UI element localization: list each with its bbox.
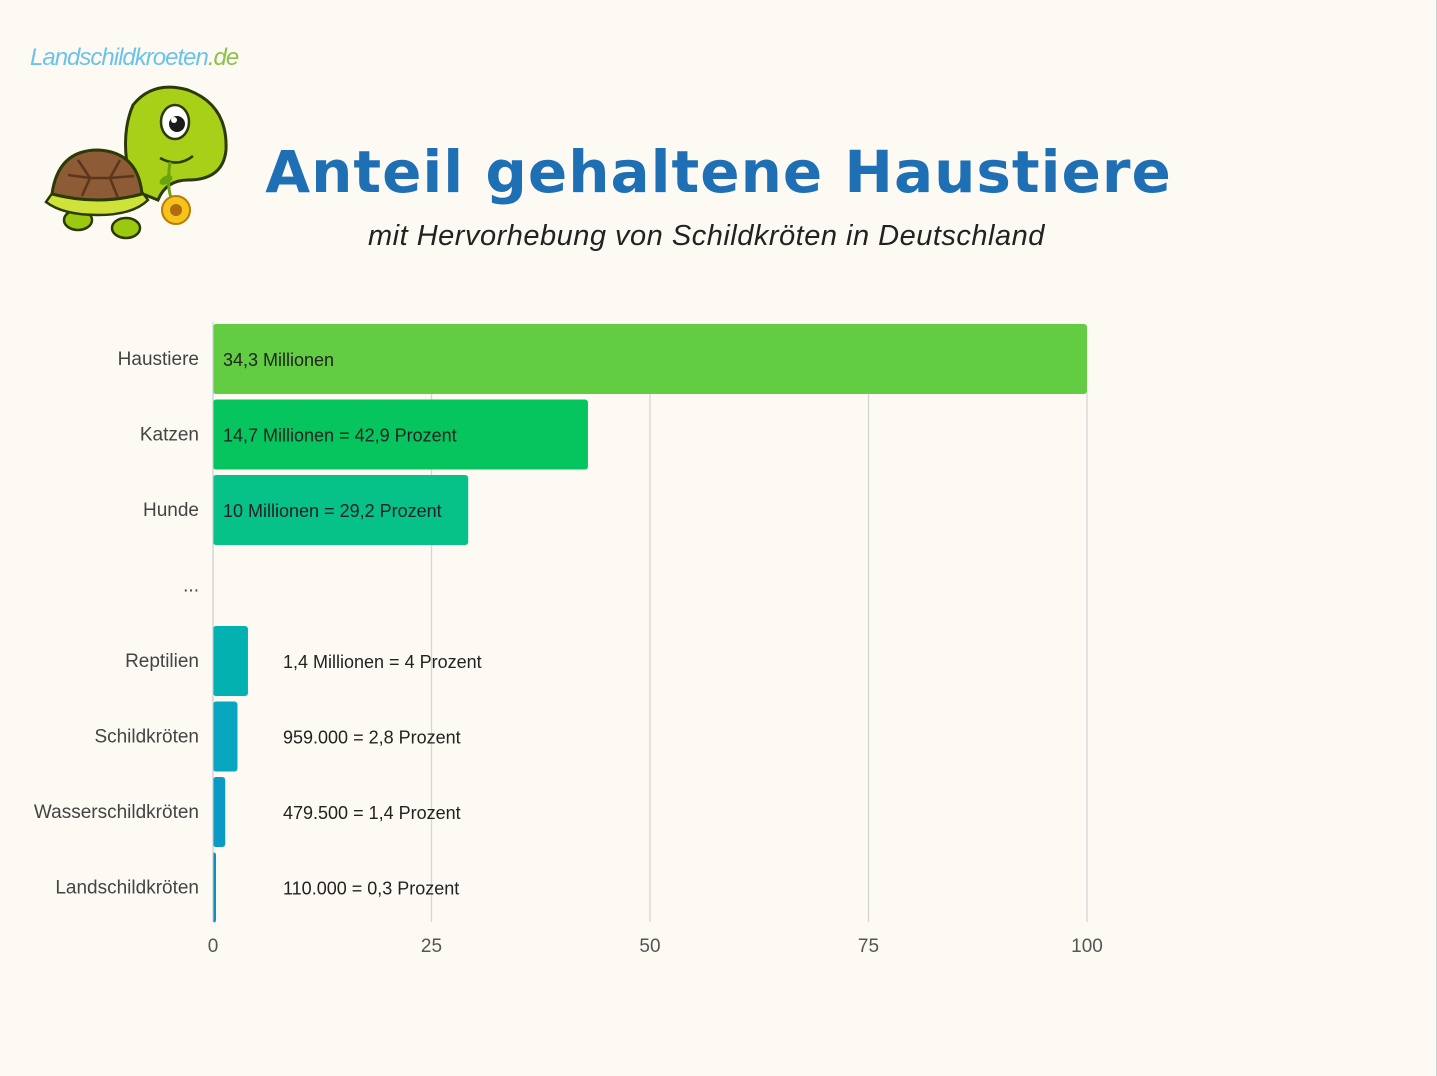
category-label: Schildkröten <box>94 727 199 748</box>
category-label: Katzen <box>140 425 199 446</box>
data-label: 479.500 = 1,4 Prozent <box>283 803 461 823</box>
data-label: 1,4 Millionen = 4 Prozent <box>283 652 482 672</box>
data-label: 10 Millionen = 29,2 Prozent <box>223 501 442 521</box>
category-label: Haustiere <box>118 349 199 370</box>
bar <box>213 475 469 545</box>
data-label: 959.000 = 2,8 Prozent <box>283 728 461 748</box>
x-tick-label: 0 <box>208 936 219 957</box>
data-label: 34,3 Millionen <box>223 350 334 370</box>
x-tick-label: 25 <box>421 936 442 957</box>
category-label: Reptilien <box>125 651 199 672</box>
x-tick-label: 75 <box>858 936 879 957</box>
brand-tld: .de <box>207 44 239 71</box>
category-label: ... <box>183 576 199 597</box>
category-label: Landschildkröten <box>55 878 199 899</box>
chart-subtitle: mit Hervorhebung von Schildkröten in Deu… <box>368 220 1045 252</box>
data-label: 110.000 = 0,3 Prozent <box>283 879 459 899</box>
x-tick-label: 50 <box>639 936 660 957</box>
x-tick-label: 100 <box>1071 936 1103 957</box>
data-label: 14,7 Millionen = 42,9 Prozent <box>223 426 457 446</box>
bar <box>213 852 216 923</box>
chart-title-text: Anteil gehaltene Haustiere <box>265 138 1172 206</box>
bar <box>213 399 588 470</box>
chart-title: Anteil gehaltene Haustiere <box>0 138 1437 206</box>
brand-name: Landschildkroeten <box>30 44 209 71</box>
bar <box>213 701 238 772</box>
brand-logo-text: Landschildkroeten.de <box>30 44 239 72</box>
turtle-mascot-icon <box>44 85 228 240</box>
category-label: Hunde <box>143 500 199 521</box>
bar <box>213 626 248 696</box>
bar <box>213 324 1087 394</box>
bar <box>213 777 226 847</box>
category-label: Wasserschildkröten <box>34 802 199 823</box>
